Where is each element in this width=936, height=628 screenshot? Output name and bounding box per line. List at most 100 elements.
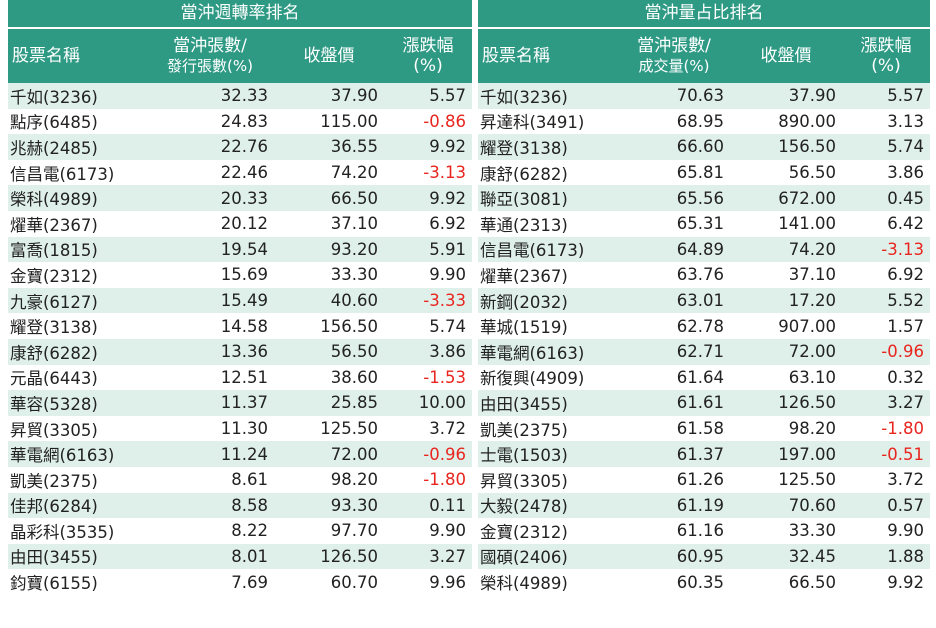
close-price-cell: 125.50 — [730, 466, 842, 493]
stock-name-cell: 華電網(6163) — [478, 338, 618, 365]
daytrade-ratio-cell: 11.37 — [146, 390, 274, 416]
daytrade-ratio-cell: 60.35 — [618, 569, 730, 595]
table-row: 聯亞(3081) 65.56 672.00 0.45 — [478, 185, 930, 211]
stock-name-cell: 耀登(3138) — [478, 134, 618, 160]
close-price-cell: 890.00 — [730, 108, 842, 135]
volume-share-ranking-title: 當沖量占比排名 — [478, 0, 930, 27]
change-pct-cell: 3.86 — [842, 159, 930, 186]
daytrade-ratio-cell: 61.37 — [618, 441, 730, 467]
daytrade-ratio-cell: 61.58 — [618, 415, 730, 442]
change-pct-cell: 9.92 — [842, 569, 930, 595]
daytrade-ratio-cell: 8.22 — [146, 518, 274, 544]
close-price-cell: 141.00 — [730, 210, 842, 237]
stock-name-cell: 榮科(4989) — [478, 569, 618, 595]
stock-name-cell: 華城(1519) — [478, 313, 618, 339]
daytrade-ratio-cell: 8.58 — [146, 492, 274, 519]
close-price-cell: 115.00 — [274, 108, 384, 135]
change-pct-cell: -1.80 — [384, 466, 472, 493]
stock-name-cell: 元晶(6443) — [8, 364, 146, 391]
change-pct-cell: 3.86 — [384, 338, 472, 365]
header-ratio-line1: 當沖張數/ — [173, 36, 247, 56]
daytrade-ratio-cell: 61.64 — [618, 364, 730, 391]
close-price-cell: 126.50 — [730, 390, 842, 416]
table-row: 金寶(2312) 61.16 33.30 9.90 — [478, 518, 930, 544]
stock-name-cell: 國碩(2406) — [478, 543, 618, 570]
table-row: 鈞寶(6155) 7.69 60.70 9.96 — [8, 569, 472, 595]
daytrade-ratio-cell: 65.31 — [618, 210, 730, 237]
close-price-cell: 60.70 — [274, 569, 384, 595]
stock-name-cell: 昇貿(3305) — [8, 415, 146, 442]
header-change-pct: 漲跌幅(%) — [384, 29, 472, 83]
table-row: 九豪(6127) 15.49 40.60 -3.33 — [8, 287, 472, 314]
close-price-cell: 907.00 — [730, 313, 842, 339]
change-pct-cell: -0.96 — [842, 338, 930, 365]
close-price-cell: 56.50 — [274, 338, 384, 365]
close-price-cell: 125.50 — [274, 415, 384, 442]
table-row: 華城(1519) 62.78 907.00 1.57 — [478, 313, 930, 339]
close-price-cell: 66.50 — [730, 569, 842, 595]
daytrade-ratio-cell: 11.24 — [146, 441, 274, 467]
table-row: 千如(3236) 32.33 37.90 5.57 — [8, 83, 472, 109]
close-price-cell: 37.90 — [730, 83, 842, 109]
daytrade-ratio-cell: 15.69 — [146, 262, 274, 288]
daytrade-ratio-cell: 7.69 — [146, 569, 274, 595]
daytrade-ratio-cell: 64.89 — [618, 236, 730, 263]
daytrade-ratio-cell: 22.76 — [146, 134, 274, 160]
daytrade-ratio-cell: 24.83 — [146, 108, 274, 135]
stock-name-cell: 聯亞(3081) — [478, 185, 618, 211]
change-pct-cell: -3.13 — [842, 236, 930, 263]
daytrade-ratio-cell: 68.95 — [618, 108, 730, 135]
change-pct-cell: 0.32 — [842, 364, 930, 391]
change-pct-cell: 9.90 — [384, 518, 472, 544]
change-pct-cell: 5.57 — [384, 83, 472, 109]
stock-name-cell: 金寶(2312) — [8, 262, 146, 288]
stock-name-cell: 燿華(2367) — [8, 210, 146, 237]
table-row: 信昌電(6173) 22.46 74.20 -3.13 — [8, 159, 472, 186]
close-price-cell: 36.55 — [274, 134, 384, 160]
change-pct-cell: -0.96 — [384, 441, 472, 467]
header-ratio-line2: 成交量(%) — [638, 57, 710, 75]
table-header-row: 股票名稱 當沖張數/ 成交量(%) 收盤價 漲跌幅(%) — [478, 29, 930, 83]
table-row: 由田(3455) 61.61 126.50 3.27 — [478, 390, 930, 416]
table-row: 金寶(2312) 15.69 33.30 9.90 — [8, 262, 472, 288]
change-pct-cell: 9.96 — [384, 569, 472, 595]
turnover-ranking-panel: 當沖週轉率排名 股票名稱 當沖張數/ 發行張數(%) 收盤價 漲跌幅(%) 千如… — [8, 0, 472, 595]
close-price-cell: 93.20 — [274, 236, 384, 263]
stock-name-cell: 千如(3236) — [478, 83, 618, 109]
table-row: 信昌電(6173) 64.89 74.20 -3.13 — [478, 236, 930, 263]
close-price-cell: 74.20 — [274, 159, 384, 186]
table-row: 新復興(4909) 61.64 63.10 0.32 — [478, 364, 930, 391]
turnover-ranking-table: 股票名稱 當沖張數/ 發行張數(%) 收盤價 漲跌幅(%) 千如(3236) 32… — [8, 29, 472, 595]
table-row: 華容(5328) 11.37 25.85 10.00 — [8, 390, 472, 416]
change-pct-cell: 5.57 — [842, 83, 930, 109]
header-stock-name: 股票名稱 — [8, 29, 146, 83]
turnover-ranking-title: 當沖週轉率排名 — [8, 0, 472, 27]
stock-name-cell: 榮科(4989) — [8, 185, 146, 211]
header-daytrade-ratio: 當沖張數/ 發行張數(%) — [146, 29, 274, 83]
close-price-cell: 37.10 — [730, 262, 842, 288]
volume-share-ranking-table: 股票名稱 當沖張數/ 成交量(%) 收盤價 漲跌幅(%) 千如(3236) 70.… — [478, 29, 930, 595]
table-header-row: 股票名稱 當沖張數/ 發行張數(%) 收盤價 漲跌幅(%) — [8, 29, 472, 83]
daytrade-ratio-cell: 70.63 — [618, 83, 730, 109]
change-pct-cell: -3.33 — [384, 287, 472, 314]
change-pct-cell: 1.57 — [842, 313, 930, 339]
change-pct-cell: -1.53 — [384, 364, 472, 391]
stock-name-cell: 新鋼(2032) — [478, 287, 618, 314]
change-pct-cell: 3.13 — [842, 108, 930, 135]
stock-name-cell: 昇達科(3491) — [478, 108, 618, 135]
change-pct-cell: 3.27 — [842, 390, 930, 416]
volume-share-ranking-body: 千如(3236) 70.63 37.90 5.57 昇達科(3491) 68.95 890.… — [478, 83, 930, 595]
close-price-cell: 25.85 — [274, 390, 384, 416]
table-row: 大毅(2478) 61.19 70.60 0.57 — [478, 492, 930, 519]
daytrade-ratio-cell: 20.12 — [146, 210, 274, 237]
table-row: 燿華(2367) 20.12 37.10 6.92 — [8, 210, 472, 237]
stock-name-cell: 點序(6485) — [8, 108, 146, 135]
table-row: 凱美(2375) 8.61 98.20 -1.80 — [8, 466, 472, 493]
table-row: 榮科(4989) 20.33 66.50 9.92 — [8, 185, 472, 211]
daytrade-ratio-cell: 22.46 — [146, 159, 274, 186]
volume-share-ranking-panel: 當沖量占比排名 股票名稱 當沖張數/ 成交量(%) 收盤價 漲跌幅(%) 千如(… — [478, 0, 930, 595]
table-row: 元晶(6443) 12.51 38.60 -1.53 — [8, 364, 472, 391]
stock-name-cell: 昇貿(3305) — [478, 466, 618, 493]
table-row: 新鋼(2032) 63.01 17.20 5.52 — [478, 287, 930, 314]
table-row: 凱美(2375) 61.58 98.20 -1.80 — [478, 415, 930, 442]
